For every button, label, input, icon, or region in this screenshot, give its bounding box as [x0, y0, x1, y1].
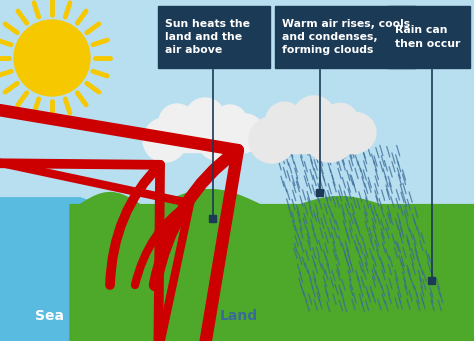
Bar — [158, 6, 270, 68]
Text: Warm air rises, cools
and condenses,
forming clouds: Warm air rises, cools and condenses, for… — [282, 19, 410, 55]
Circle shape — [196, 113, 244, 161]
Text: Sea: Sea — [35, 309, 64, 323]
Text: Sun heats the
land and the
air above: Sun heats the land and the air above — [165, 19, 250, 55]
Text: Land: Land — [220, 309, 258, 323]
Circle shape — [159, 104, 195, 140]
Bar — [210, 214, 217, 222]
Circle shape — [226, 114, 264, 152]
Circle shape — [143, 118, 187, 162]
Circle shape — [281, 110, 322, 153]
Circle shape — [305, 112, 355, 162]
Circle shape — [266, 102, 303, 140]
Circle shape — [173, 112, 213, 152]
Polygon shape — [70, 190, 474, 341]
Text: Rain can
then occur: Rain can then occur — [395, 25, 460, 49]
Bar — [388, 6, 470, 68]
Circle shape — [336, 113, 376, 153]
Circle shape — [322, 103, 358, 139]
Circle shape — [249, 117, 295, 163]
Circle shape — [293, 96, 335, 138]
Circle shape — [213, 105, 247, 139]
Bar — [275, 6, 415, 68]
Bar — [428, 277, 436, 283]
Bar — [317, 189, 323, 195]
Polygon shape — [0, 198, 150, 341]
Bar — [270, 128, 358, 153]
Circle shape — [14, 20, 90, 96]
Circle shape — [185, 98, 225, 138]
Bar — [163, 128, 247, 152]
